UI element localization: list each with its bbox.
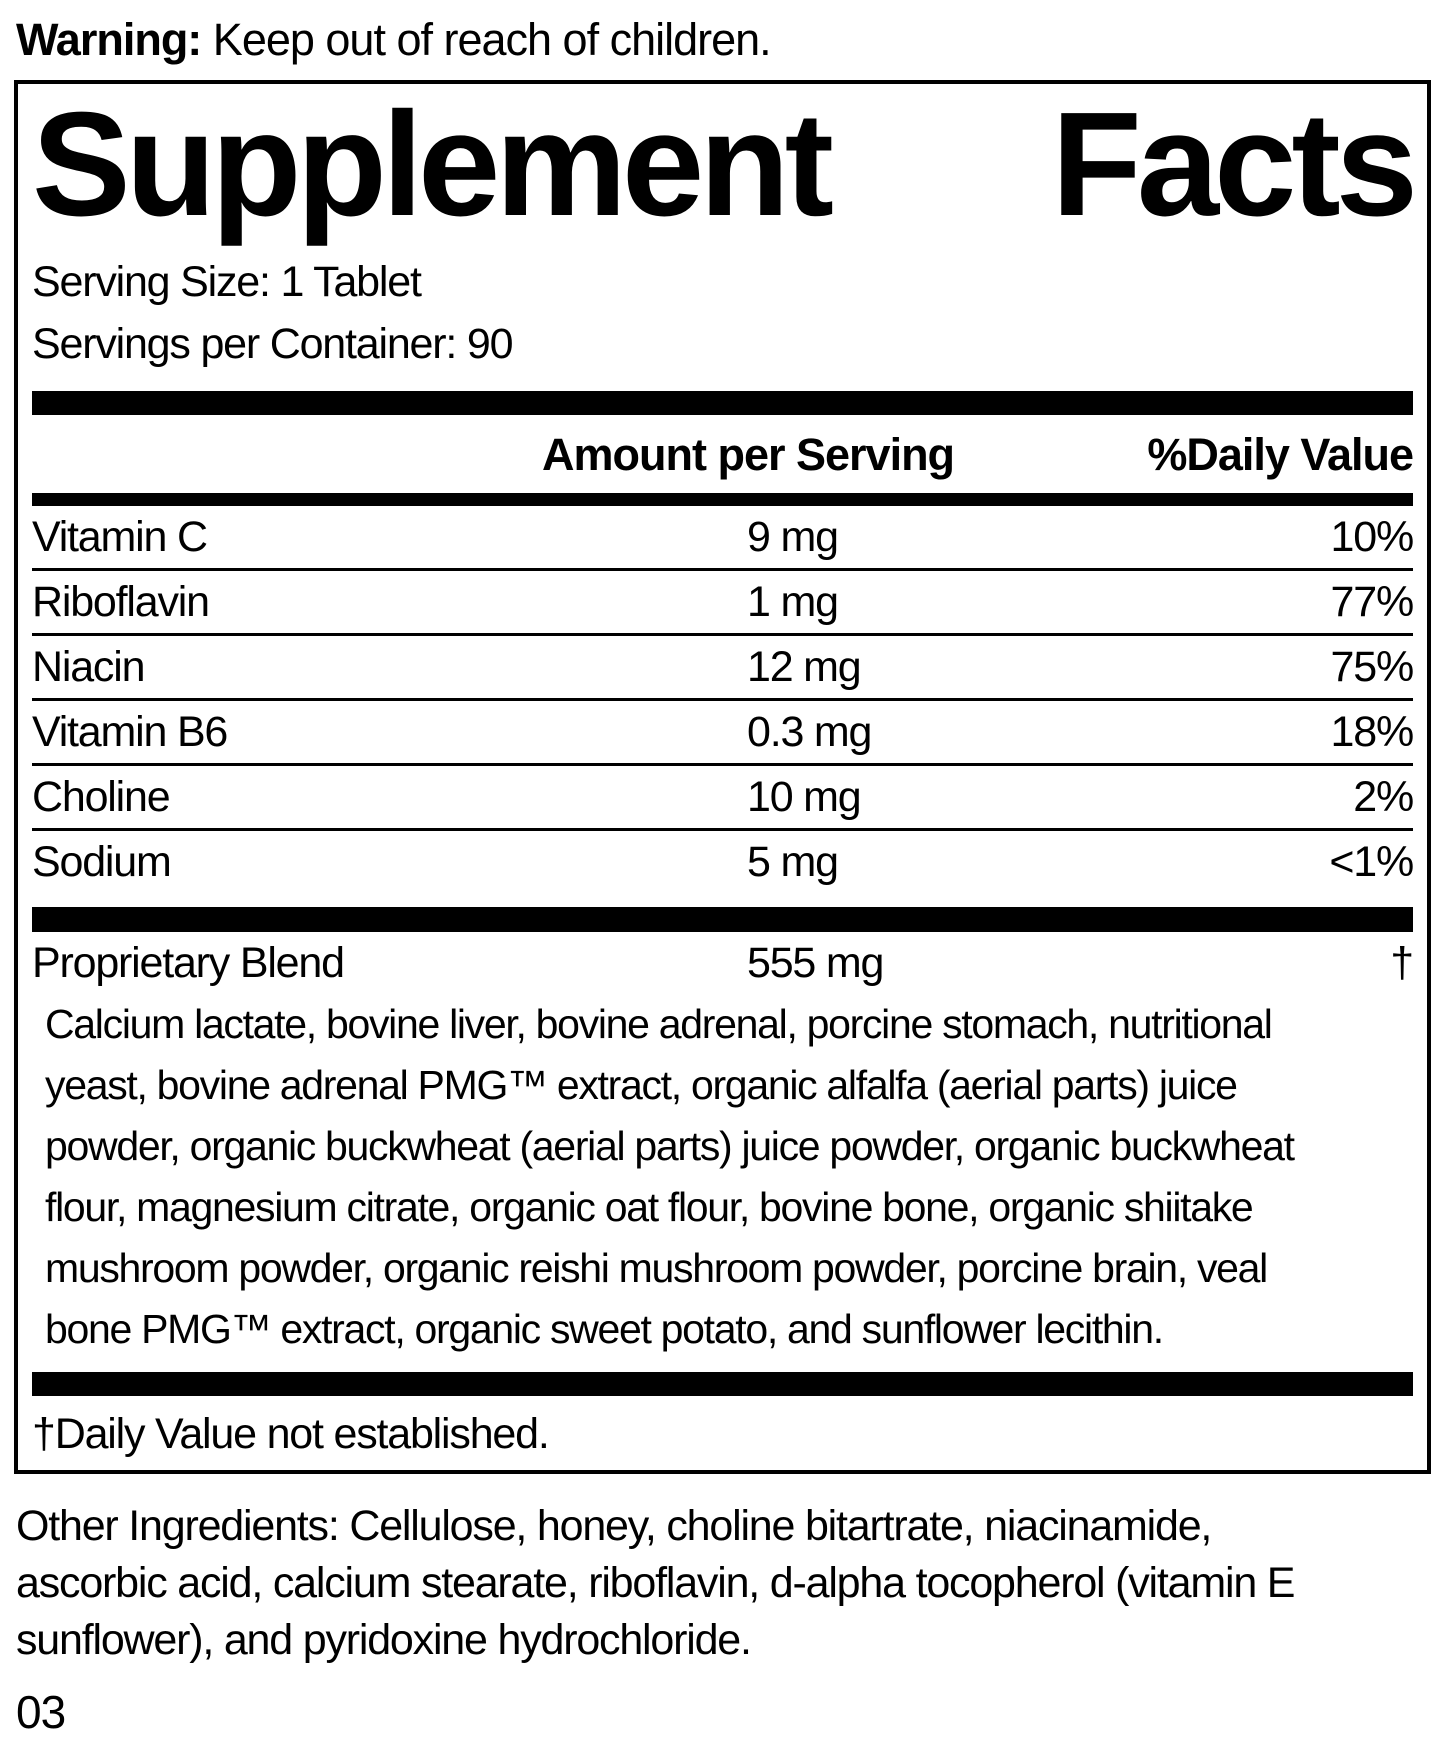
table-row-choline: Choline 10 mg 2% xyxy=(32,766,1414,831)
nutrient-amount: 0.3 mg xyxy=(747,707,872,756)
blend-rule-bar xyxy=(32,906,1413,932)
nutrient-amount: 12 mg xyxy=(747,642,862,691)
table-row-sodium: Sodium 5 mg <1% xyxy=(32,831,1414,893)
nutrient-amount: 1 mg xyxy=(747,577,839,626)
other-ingredients-line: ascorbic acid, calcium stearate, ribofla… xyxy=(16,1558,1295,1607)
top-rule-bar xyxy=(32,390,1413,415)
table-row-niacin: Niacin 12 mg 75% xyxy=(32,636,1415,701)
nutrient-amount: 9 mg xyxy=(747,512,839,561)
dagger-symbol: † xyxy=(1390,938,1414,987)
nutrient-daily-value: <1% xyxy=(1329,837,1414,886)
blend-amount: 555 mg xyxy=(747,938,884,987)
blend-line: mushroom powder, organic reishi mushroom… xyxy=(45,1244,1268,1291)
warning-text: Warning: Keep out of reach of children. xyxy=(16,14,1429,66)
warning-message: Keep out of reach of children. xyxy=(201,14,772,65)
daily-value-footnote: †Daily Value not established. xyxy=(32,1409,550,1458)
blend-name: Proprietary Blend xyxy=(32,938,345,987)
panel-title: Supplement Facts xyxy=(32,82,1418,247)
footnote-rule-bar xyxy=(32,1371,1413,1396)
nutrient-name: Choline xyxy=(32,772,171,821)
nutrient-daily-value: 2% xyxy=(1353,772,1414,821)
title-word-supplement: Supplement xyxy=(32,82,834,247)
daily-value-header: %Daily Value xyxy=(1147,428,1414,480)
table-row-vitamin-b6: Vitamin B6 0.3 mg 18% xyxy=(32,701,1415,766)
other-ingredients: Other Ingredients: Cellulose, honey, cho… xyxy=(16,1498,1429,1669)
warning-label: Warning: xyxy=(16,14,202,65)
supplement-facts-panel: Supplement Facts Serving Size: 1 Tablet … xyxy=(14,80,1431,1474)
blend-description: Calcium lactate, bovine liver, bovine ad… xyxy=(32,994,1413,1360)
blend-line: Calcium lactate, bovine liver, bovine ad… xyxy=(45,1000,1273,1047)
blend-line: flour, magnesium citrate, organic oat fl… xyxy=(45,1183,1254,1230)
nutrient-name: Vitamin C xyxy=(32,512,208,561)
other-ingredients-line: sunflower), and pyridoxine hydrochloride… xyxy=(16,1615,752,1664)
table-row-riboflavin: Riboflavin 1 mg 77% xyxy=(32,571,1415,636)
proprietary-blend-row: Proprietary Blend 555 mg † xyxy=(32,932,1414,994)
nutrient-name: Vitamin B6 xyxy=(32,707,228,756)
page-code: 03 xyxy=(16,1685,66,1738)
amount-per-serving-header: Amount per Serving xyxy=(542,428,955,480)
nutrient-amount: 5 mg xyxy=(747,837,839,886)
nutrient-daily-value: 77% xyxy=(1330,577,1415,626)
nutrient-amount: 10 mg xyxy=(747,772,862,821)
other-ingredients-line: Other Ingredients: Cellulose, honey, cho… xyxy=(16,1501,1212,1550)
nutrient-name: Riboflavin xyxy=(32,577,210,626)
blend-line: yeast, bovine adrenal PMG™ extract, orga… xyxy=(45,1061,1238,1108)
table-row-vitamin-c: Vitamin C 9 mg 10% xyxy=(32,506,1415,571)
nutrient-daily-value: 18% xyxy=(1330,707,1415,756)
nutrient-name: Niacin xyxy=(32,642,145,691)
blend-line: bone PMG™ extract, organic sweet potato,… xyxy=(45,1305,1164,1352)
servings-per-container: Servings per Container: 90 xyxy=(32,319,514,368)
nutrient-daily-value: 75% xyxy=(1330,642,1415,691)
column-header-row: Amount per Serving %Daily Value xyxy=(32,425,1414,485)
blend-line: powder, organic buckwheat (aerial parts)… xyxy=(45,1122,1295,1169)
header-rule-bar xyxy=(32,492,1413,506)
nutrient-daily-value: 10% xyxy=(1330,512,1415,561)
title-word-facts: Facts xyxy=(1051,82,1418,247)
serving-size: Serving Size: 1 Tablet xyxy=(32,257,422,306)
nutrient-name: Sodium xyxy=(32,837,172,886)
